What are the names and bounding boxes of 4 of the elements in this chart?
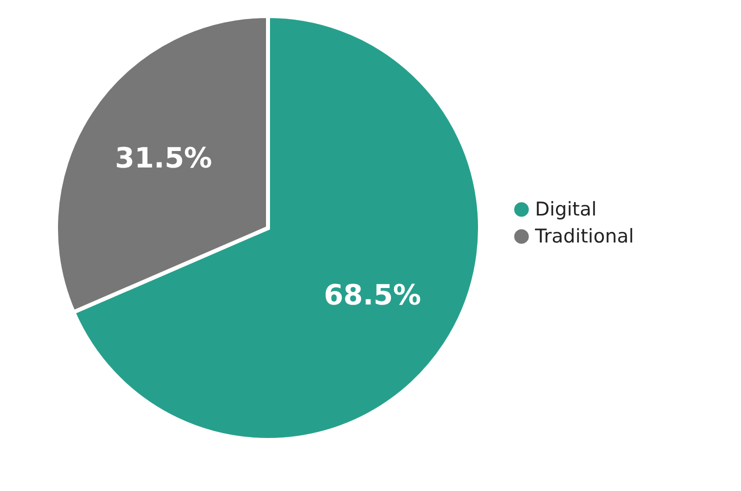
legend-label: Traditional xyxy=(534,226,634,248)
data-label: 68.5% xyxy=(324,278,422,312)
legend-label: Digital xyxy=(535,198,597,220)
data-label: 31.5% xyxy=(114,141,212,174)
